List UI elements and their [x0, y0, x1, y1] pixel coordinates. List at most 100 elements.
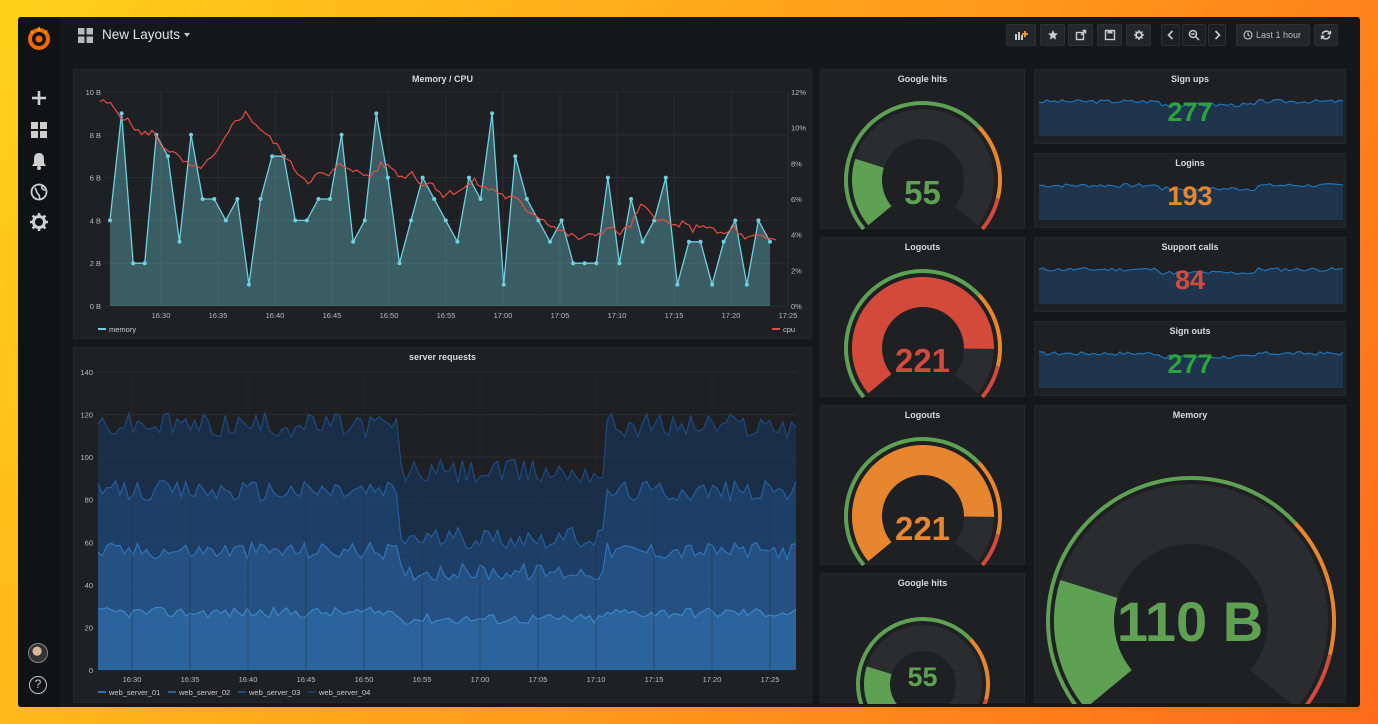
server-series-line	[97, 540, 797, 582]
memory-point	[189, 132, 194, 137]
x-tick-label: 16:50	[380, 311, 399, 320]
memory-point	[362, 218, 367, 223]
save-button[interactable]	[1097, 24, 1122, 46]
x-tick-label: 17:00	[494, 311, 513, 320]
caret-down-icon	[184, 33, 191, 38]
support-calls-stat-panel[interactable]: Support calls 84	[1034, 237, 1346, 312]
y-tick-label: 10 B	[86, 88, 101, 97]
server-requests-panel[interactable]: server requests 0 20 40 60 80 100 120 140 16:30 1…	[73, 347, 812, 703]
gauge-value-arc	[864, 666, 897, 704]
gauge-value: 110 B	[1116, 590, 1264, 653]
cpu-series-line	[99, 98, 777, 241]
memory-point	[582, 261, 587, 266]
y-tick-label: 80	[85, 496, 93, 505]
star-button[interactable]	[1040, 24, 1065, 46]
panel-title: Sign outs	[1169, 326, 1211, 336]
server-series-line	[97, 411, 797, 485]
y2-tick-label: 6%	[791, 195, 802, 204]
y-tick-label: 8 B	[90, 131, 101, 140]
chevron-left-icon	[1166, 30, 1173, 40]
google-hits-gauge-panel-2[interactable]: Google hits 55	[820, 573, 1025, 704]
time-forward-button[interactable]	[1208, 24, 1226, 46]
memory-point	[351, 239, 356, 244]
memory-point	[270, 154, 275, 159]
y-tick-label: 120	[80, 411, 93, 420]
sparkline-area	[1039, 351, 1343, 388]
google-hits-gauge-panel[interactable]: Google hits 55	[820, 69, 1025, 230]
grafana-window: ? New Layouts	[18, 17, 1360, 707]
zoom-out-button[interactable]	[1182, 24, 1206, 46]
memory-point	[768, 239, 772, 244]
memory-gauge-panel[interactable]: Memory 110 B	[1034, 405, 1346, 704]
logouts-gauge-panel[interactable]: Logouts 221	[820, 237, 1025, 398]
dashboards-grid-icon	[78, 28, 93, 43]
memory-cpu-panel[interactable]: Memory / CPU 0 B 2 B 4 B 6 B 8 B 10 B 0% 2% 4% 6%…	[73, 69, 812, 339]
share-icon	[1075, 29, 1086, 41]
legend-item: web_server_01	[108, 688, 160, 697]
sign-outs-stat-panel[interactable]: Sign outs 277	[1034, 321, 1346, 396]
refresh-button[interactable]	[1314, 24, 1338, 46]
memory-cpu-chart: 0 B 2 B 4 B 6 B 8 B 10 B 0% 2% 4% 6% 8% 10% 12% 16:30…	[86, 88, 807, 334]
dashboard-title[interactable]: New Layouts	[102, 27, 191, 42]
memory-point	[640, 239, 645, 244]
sign-ups-stat-panel[interactable]: Sign ups 277	[1034, 69, 1346, 144]
gauge-value-arc	[852, 277, 994, 394]
gauge-value: 221	[894, 342, 951, 379]
x-tick-label: 16:30	[152, 311, 171, 320]
memory-point	[374, 111, 379, 116]
sparkline-line	[1038, 183, 1344, 192]
grafana-logo-icon[interactable]	[23, 22, 55, 54]
server-series-line	[97, 606, 797, 625]
x-tick-label: 16:55	[437, 311, 456, 320]
gauge-threshold-red	[980, 533, 1000, 566]
memory-point	[686, 239, 691, 244]
memory-point	[293, 218, 298, 223]
sign-ups-sparkline	[1038, 99, 1344, 136]
x-tick-label: 16:55	[413, 675, 432, 684]
x-tick-label: 17:10	[608, 311, 627, 320]
time-back-button[interactable]	[1161, 24, 1180, 46]
gauge-value: 55	[904, 174, 941, 211]
x-tick-label: 16:35	[181, 675, 200, 684]
logouts-gauge-panel-2[interactable]: Logouts 221	[820, 405, 1025, 566]
plus-icon[interactable]	[28, 87, 50, 109]
memory-point	[246, 282, 251, 287]
settings-button[interactable]	[1126, 24, 1151, 46]
add-panel-button[interactable]	[1006, 24, 1036, 46]
refresh-icon	[1320, 30, 1332, 40]
save-icon	[1104, 29, 1115, 41]
x-tick-label: 16:45	[323, 311, 342, 320]
avatar[interactable]	[28, 643, 48, 663]
share-button[interactable]	[1068, 24, 1093, 46]
sparkline-area	[1039, 99, 1343, 136]
time-range-picker[interactable]: Last 1 hour	[1236, 24, 1310, 46]
y-tick-label: 4 B	[90, 216, 101, 225]
logins-stat-panel[interactable]: Logins 193	[1034, 153, 1346, 228]
sparkline-area	[1039, 183, 1343, 220]
memory-point	[594, 261, 599, 266]
gear-icon[interactable]	[28, 211, 50, 233]
side-menu: ?	[18, 17, 60, 707]
memory-point	[490, 111, 495, 116]
stat-value: 84	[1174, 265, 1206, 295]
gauge-threshold-orange	[977, 461, 1002, 535]
dashboards-grid-icon[interactable]	[28, 119, 50, 141]
memory-point	[559, 218, 564, 223]
bell-icon[interactable]	[28, 150, 50, 172]
sparkline-line	[1038, 266, 1344, 276]
question-icon[interactable]: ?	[29, 676, 47, 694]
x-tick-label: 17:25	[761, 675, 780, 684]
gauge-value-arc	[1054, 579, 1133, 704]
server-series-area	[98, 607, 796, 670]
panel-title: Memory	[1172, 410, 1208, 420]
panel-title: Logouts	[904, 242, 941, 252]
memory-point	[328, 197, 332, 201]
x-tick-label: 17:15	[645, 675, 664, 684]
google-hits-gauge	[844, 101, 1002, 230]
globe-icon[interactable]	[28, 181, 50, 203]
panel-title: Logins	[1175, 158, 1205, 168]
gauge-threshold-green	[844, 101, 981, 230]
memory-point	[177, 239, 182, 244]
memory-point	[409, 218, 414, 223]
memory-point	[478, 197, 483, 201]
